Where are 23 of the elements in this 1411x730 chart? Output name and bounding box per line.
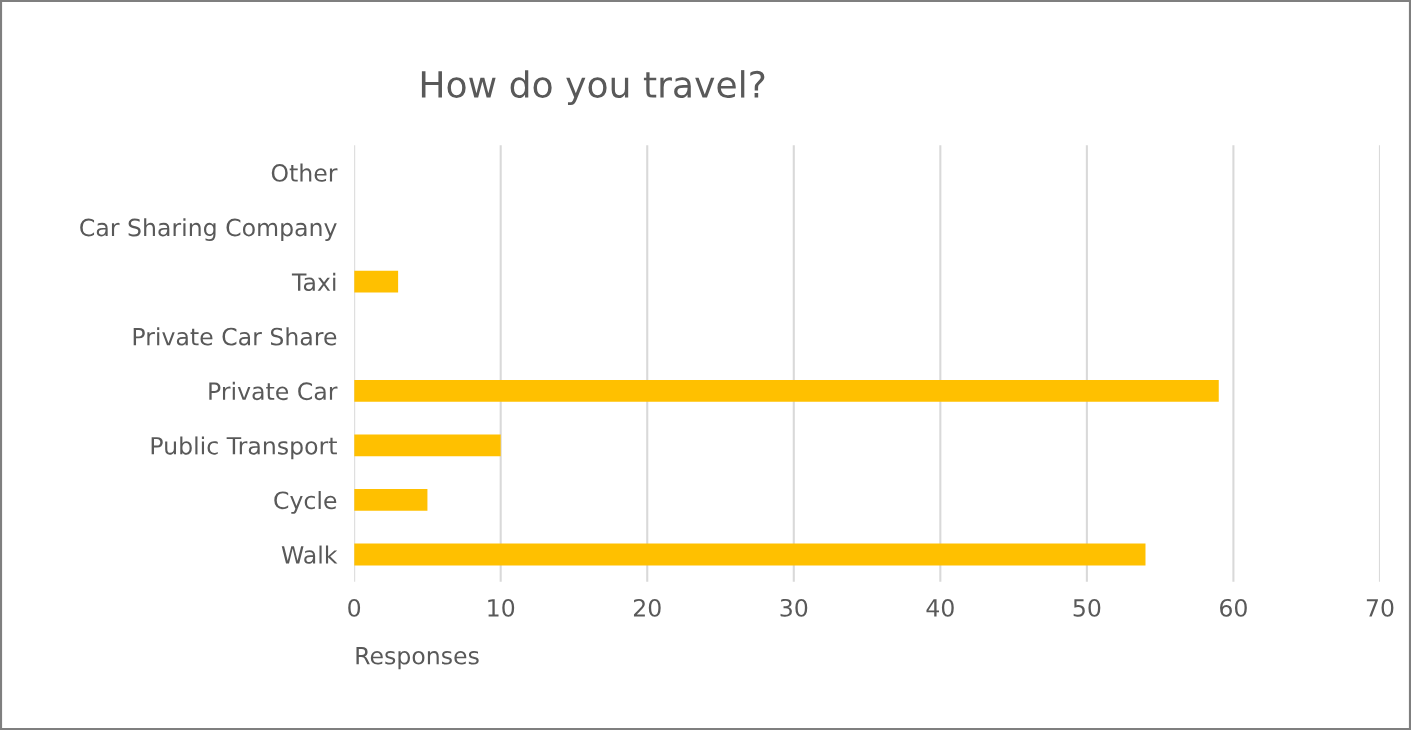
y-tick-label: Car Sharing Company xyxy=(80,218,337,241)
bar xyxy=(354,543,1146,566)
x-tick-label: 10 xyxy=(488,598,515,617)
bar xyxy=(354,379,1219,402)
x-tick-label: 70 xyxy=(1366,598,1394,617)
x-axis-title: Responses xyxy=(356,647,479,670)
y-tick-label: Private Car xyxy=(209,381,338,401)
y-tick-label: Public Transport xyxy=(151,436,337,460)
chart-title: How do you travel? xyxy=(421,70,765,106)
x-tick-label: 60 xyxy=(1220,598,1247,617)
x-tick-label: 50 xyxy=(1073,598,1101,617)
bar xyxy=(354,489,428,511)
y-tick-label: Walk xyxy=(281,545,338,564)
y-tick-label: Taxi xyxy=(291,272,336,291)
y-tick-label: Private Car Share xyxy=(133,327,337,346)
x-tick-label: 40 xyxy=(926,598,954,617)
x-tick-label: 20 xyxy=(633,598,661,617)
y-tick-label: Cycle xyxy=(274,490,337,514)
x-tick-label: 30 xyxy=(780,598,808,617)
x-tick-label: 0 xyxy=(348,598,361,617)
bar xyxy=(354,270,399,293)
y-tick-label: Other xyxy=(271,163,338,182)
bar xyxy=(354,434,501,457)
